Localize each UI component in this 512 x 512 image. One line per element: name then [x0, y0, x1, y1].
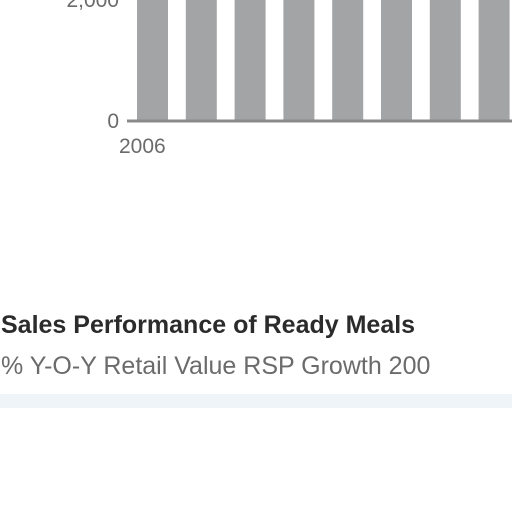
section-divider-band	[0, 394, 512, 408]
bar-2007	[185, 0, 217, 121]
y-tick-label: 0	[107, 110, 119, 133]
y-tick-label: 2,000	[66, 0, 119, 12]
bar-2010	[332, 0, 364, 121]
bar-2009	[283, 0, 315, 121]
bar-2008	[234, 0, 266, 121]
section-subtitle: % Y-O-Y Retail Value RSP Growth 200	[1, 352, 431, 380]
x-tick-label: 2006	[119, 135, 166, 158]
bar-2013	[478, 0, 510, 121]
section-title: Sales Performance of Ready Meals	[1, 311, 416, 339]
bar-2011	[381, 0, 412, 121]
bar-2012	[429, 0, 461, 121]
bar-2006	[137, 0, 168, 121]
